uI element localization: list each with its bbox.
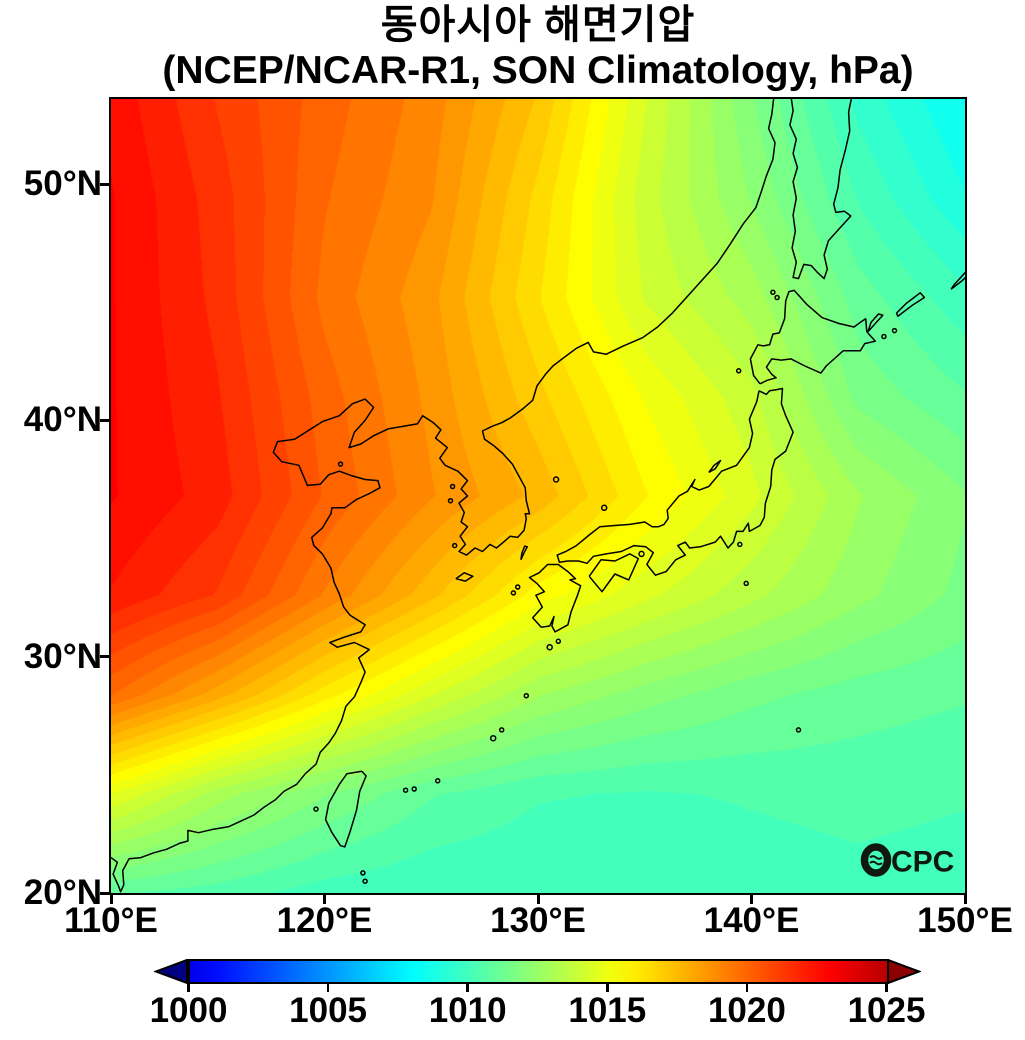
chart-title: 동아시아 해면기압 xyxy=(380,3,696,47)
y-axis-tick-label: 20°N xyxy=(23,873,102,912)
island-dot xyxy=(514,584,521,590)
colorbar-over-arrow-shape xyxy=(887,959,921,984)
colorbar-tick-mark xyxy=(885,984,888,992)
island-dot xyxy=(735,368,742,374)
island-dot xyxy=(434,778,441,784)
island-dot xyxy=(451,542,458,549)
ocpc-logo-wave-icon xyxy=(869,860,883,866)
coastline-urup xyxy=(950,271,965,290)
island-dot xyxy=(881,333,887,340)
ocpc-logo-text: CPC xyxy=(891,846,954,878)
coastline-hokkaido xyxy=(749,289,877,385)
island-dot xyxy=(402,787,409,793)
island-dot xyxy=(552,476,560,483)
coastline-kyushu xyxy=(528,563,582,633)
colorbar xyxy=(188,959,889,984)
colorbar-over-arrow xyxy=(887,959,921,984)
colorbar-tick-mark xyxy=(606,984,609,992)
island-dot xyxy=(498,727,505,733)
island-dot xyxy=(489,734,497,742)
coastline-taiwan xyxy=(324,770,367,848)
coastlines-overlay xyxy=(111,99,965,893)
colorbar-under-arrow xyxy=(154,959,188,984)
colorbar-under-arrow-shape xyxy=(154,959,188,984)
island-dot xyxy=(743,580,749,587)
coastline-tsushima xyxy=(520,545,529,561)
coastline-shikoku xyxy=(588,553,640,593)
x-axis-tick-mark xyxy=(750,895,753,904)
ocpc-logo: CPC xyxy=(860,843,954,878)
x-axis-tick-mark xyxy=(963,895,967,904)
chart-subtitle: (NCEP/NCAR-R1, SON Climatology, hPa) xyxy=(162,49,914,92)
pressure-heatmap-canvas xyxy=(111,99,965,893)
coastline-mainland_asia xyxy=(111,99,776,893)
y-axis-tick-mark xyxy=(100,655,109,659)
y-axis-tick-label: 50°N xyxy=(23,164,102,204)
island-dot xyxy=(770,289,776,296)
ocpc-logo-o-icon xyxy=(860,843,892,877)
island-dot xyxy=(795,727,802,733)
colorbar-tick-mark xyxy=(745,984,749,992)
island-dot xyxy=(638,550,645,558)
island-dot xyxy=(337,461,344,467)
x-axis-tick-mark xyxy=(536,895,540,904)
island-dot xyxy=(774,294,780,301)
colorbar-tick-mark xyxy=(326,984,330,992)
island-dot xyxy=(362,878,368,884)
x-axis-tick-label: 140°E xyxy=(703,901,800,940)
colorbar-tick-label: 1000 xyxy=(149,991,228,1030)
coastline-kunashir xyxy=(867,313,884,333)
colorbar-tick-label: 1010 xyxy=(428,991,507,1030)
island-dot xyxy=(411,786,417,792)
island-dot xyxy=(737,541,743,548)
chart-title-block: 동아시아 해면기압 (NCEP/NCAR-R1, SON Climatology… xyxy=(86,2,990,92)
y-axis-tick-label: 30°N xyxy=(23,636,102,676)
island-dot xyxy=(510,590,517,596)
island-dot xyxy=(555,638,562,645)
colorbar-tick-mark xyxy=(187,984,190,992)
y-axis-tick-label: 40°N xyxy=(23,400,102,440)
x-axis-tick-label: 110°E xyxy=(64,901,158,940)
x-axis-tick-label: 120°E xyxy=(276,901,373,940)
colorbar-tick-label: 1005 xyxy=(289,991,368,1030)
x-axis-tick-mark xyxy=(323,895,326,904)
ocpc-logo-wave-icon xyxy=(869,855,883,860)
x-axis-tick-mark xyxy=(109,895,113,904)
coastline-sakhalin xyxy=(789,99,853,280)
island-dot xyxy=(313,806,319,812)
coastline-iturup xyxy=(895,292,926,317)
island-dot xyxy=(449,483,456,490)
y-axis-tick-mark xyxy=(100,891,109,895)
colorbar-tick-label: 1020 xyxy=(707,991,786,1030)
island-dot xyxy=(523,692,530,699)
colorbar-tick-label: 1015 xyxy=(568,991,647,1030)
x-axis-tick-label: 130°E xyxy=(490,901,586,940)
y-axis-tick-mark xyxy=(100,182,109,186)
island-dot xyxy=(546,643,553,651)
x-axis-tick-label: 150°E xyxy=(917,901,1013,940)
coastline-honshu xyxy=(556,387,794,576)
map-area xyxy=(111,99,965,893)
coastline-jeju xyxy=(455,572,474,582)
y-axis-tick-mark xyxy=(100,418,109,422)
colorbar-tick-label: 1025 xyxy=(847,991,926,1030)
island-dot xyxy=(600,504,608,512)
coastline-sado xyxy=(708,459,722,474)
island-dot xyxy=(891,327,898,334)
island-dot xyxy=(447,497,454,504)
colorbar-tick-mark xyxy=(466,984,469,992)
island-dot xyxy=(360,870,366,876)
